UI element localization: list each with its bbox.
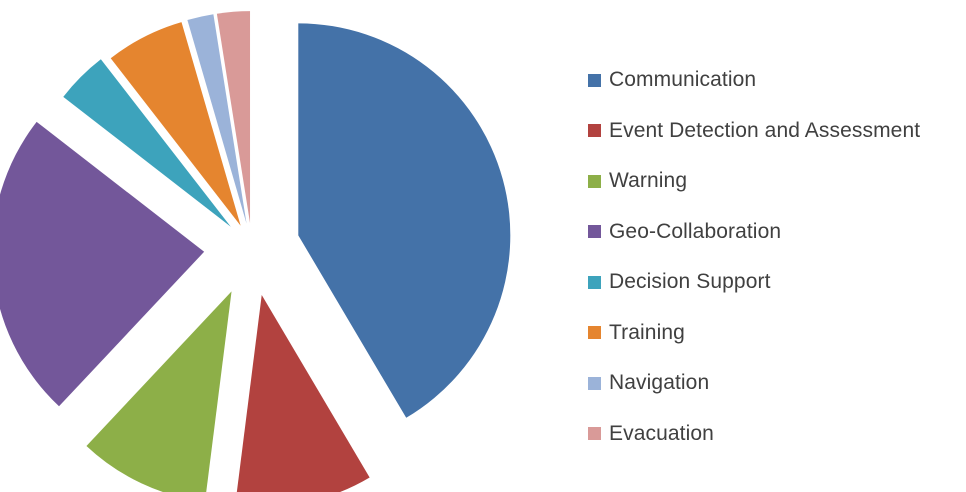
legend-item-navigation: Navigation: [588, 358, 920, 409]
legend-label: Geo-Collaboration: [609, 220, 781, 244]
legend-swatch: [588, 175, 601, 188]
legend: Communication Event Detection and Assessm…: [588, 55, 920, 459]
legend-item-geo-collaboration: Geo-Collaboration: [588, 207, 920, 258]
legend-item-event-detection-and-assessment: Event Detection and Assessment: [588, 106, 920, 157]
legend-item-warning: Warning: [588, 156, 920, 207]
legend-swatch: [588, 377, 601, 390]
legend-label: Communication: [609, 68, 756, 92]
legend-label: Evacuation: [609, 422, 714, 446]
legend-swatch: [588, 74, 601, 87]
legend-item-training: Training: [588, 308, 920, 359]
legend-label: Decision Support: [609, 270, 771, 294]
legend-item-evacuation: Evacuation: [588, 409, 920, 460]
legend-swatch: [588, 124, 601, 137]
legend-label: Event Detection and Assessment: [609, 119, 920, 143]
legend-swatch: [588, 326, 601, 339]
legend-label: Navigation: [609, 371, 709, 395]
pie-slice-event-detection-and-assessment: [235, 295, 369, 492]
legend-item-communication: Communication: [588, 55, 920, 106]
legend-swatch: [588, 427, 601, 440]
legend-label: Warning: [609, 169, 687, 193]
legend-swatch: [588, 276, 601, 289]
legend-swatch: [588, 225, 601, 238]
legend-item-decision-support: Decision Support: [588, 257, 920, 308]
legend-label: Training: [609, 321, 685, 345]
pie-slice-communication: [298, 23, 510, 417]
